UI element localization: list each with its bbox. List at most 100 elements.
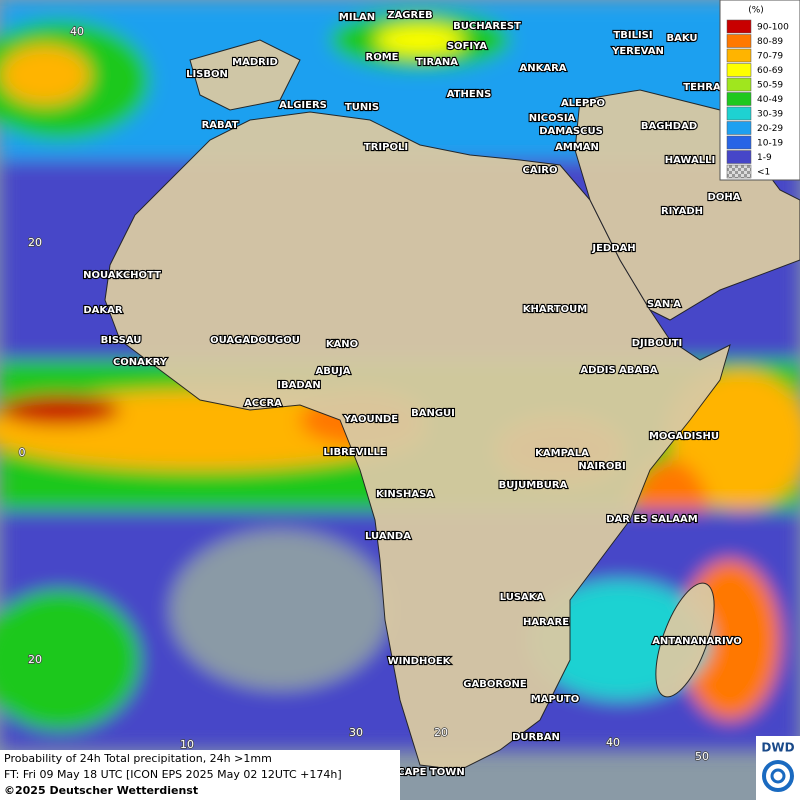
legend-unit: (%) (748, 6, 764, 16)
city-label: BUCHAREST (453, 21, 521, 32)
city-label: NICOSIA (529, 113, 576, 124)
city-label: DAKAR (83, 305, 123, 316)
legend-swatch (726, 164, 752, 179)
city-label: ALGIERS (279, 100, 327, 111)
city-label: HARARE (523, 617, 569, 628)
city-label: RIYADH (661, 206, 703, 217)
city-label: HAWALLI (665, 155, 715, 166)
city-label: YEREVAN (611, 46, 664, 57)
legend-label: 70-79 (757, 52, 783, 62)
legend: (%) 90-100 80-89 70-79 60-69 50-59 40-49 30-39… (719, 0, 800, 181)
legend-swatch (726, 121, 752, 135)
city-labels: MILAN ZAGREB BUCHAREST TBILISI BAKU MADRID ROM… (82, 9, 743, 779)
grid-label: 30 (349, 726, 363, 739)
logo: DWD (756, 736, 800, 800)
city-label: LUANDA (365, 531, 411, 542)
city-label: ANKARA (519, 63, 566, 74)
footer: Probability of 24h Total precipitation, … (0, 750, 400, 800)
city-label: LISBON (186, 69, 228, 80)
grid-label: 20 (434, 726, 448, 739)
city-label: BANGUI (411, 408, 455, 419)
legend-swatch (726, 135, 752, 150)
city-label: ABUJA (316, 366, 351, 377)
grid-label: 40 (606, 736, 620, 749)
logo-text: DWD (761, 741, 794, 755)
city-label: LIBREVILLE (323, 447, 386, 458)
city-label: DOHA (708, 192, 741, 203)
legend-label: <1 (757, 168, 770, 178)
legend-label: 90-100 (757, 23, 789, 33)
city-label: IBADAN (277, 380, 321, 391)
legend-label: 10-19 (757, 139, 783, 149)
city-label: GABORONE (463, 679, 527, 690)
city-label: AMMAN (555, 142, 599, 153)
city-label: KAMPALA (535, 448, 589, 459)
footer-line: FT: Fri 09 May 18 UTC [ICON EPS 2025 May… (4, 768, 342, 781)
legend-swatch (726, 19, 752, 34)
legend-swatch (726, 34, 752, 48)
city-label: ROME (366, 52, 399, 63)
city-label: KINSHASA (376, 489, 434, 500)
city-label: MADRID (232, 57, 278, 68)
city-label: NAIROBI (578, 461, 625, 472)
logo-icon (762, 760, 794, 792)
legend-swatch (726, 48, 752, 63)
city-label: JEDDAH (591, 243, 635, 254)
grid-labels: 40 20 0 20 10 20 30 40 50 (18, 24, 710, 764)
city-label: MILAN (339, 12, 375, 23)
city-label: ANTANANARIVO (652, 636, 742, 647)
city-label: SOFIYA (447, 41, 488, 52)
city-label: SAN'A (647, 299, 681, 310)
city-label: CAIRO (523, 165, 558, 176)
city-label: TIRANA (416, 57, 458, 68)
legend-swatch (726, 150, 752, 164)
city-label: BISSAU (101, 335, 142, 346)
legend-swatch (726, 92, 752, 106)
city-label: ALEPPO (561, 98, 605, 109)
grid-label: 20 (28, 236, 42, 249)
city-label: ACCRA (244, 398, 282, 409)
city-label: ADDIS ABABA (580, 365, 657, 376)
city-label: BUJUMBURA (499, 480, 568, 491)
city-label: DURBAN (512, 732, 560, 743)
legend-label: 80-89 (757, 37, 783, 47)
city-label: BAKU (666, 33, 697, 44)
city-label: KANO (326, 339, 358, 350)
logo-icon (770, 768, 786, 784)
city-label: MOGADISHU (649, 431, 719, 442)
city-label: KHARTOUM (523, 304, 588, 315)
city-label: DJIBOUTI (632, 338, 683, 349)
footer-box (0, 750, 400, 800)
grid-label: 20 (28, 653, 42, 666)
legend-label: 30-39 (757, 110, 783, 120)
legend-label: 50-59 (757, 81, 783, 91)
legend-label: 20-29 (757, 124, 783, 134)
city-label: LUSAKA (500, 592, 545, 603)
city-label: BAGHDAD (641, 121, 697, 132)
footer-line: ©2025 Deutscher Wetterdienst (4, 784, 198, 797)
grid-label: 40 (70, 25, 84, 38)
city-label: MAPUTO (531, 694, 579, 705)
city-label: TRIPOLI (364, 142, 408, 153)
footer-line: Probability of 24h Total precipitation, … (4, 752, 272, 765)
grid-label: 50 (695, 750, 709, 763)
city-label: RABAT (202, 120, 239, 131)
city-label: WINDHOEK (388, 656, 452, 667)
city-label: TEHRA (683, 82, 721, 93)
grid-label: 10 (180, 738, 194, 751)
city-label: ZAGREB (387, 10, 432, 21)
city-label: TUNIS (345, 102, 379, 113)
city-label: OUAGADOUGOU (210, 335, 300, 346)
city-label: TBILISI (613, 30, 652, 41)
legend-swatch (726, 63, 752, 77)
legend-label: 40-49 (757, 95, 783, 105)
city-label: DAMASCUS (539, 126, 603, 137)
city-label: YAOUNDE (343, 414, 398, 425)
legend-label: 60-69 (757, 66, 783, 76)
city-label: CONAKRY (113, 357, 168, 368)
legend-swatch (726, 77, 752, 92)
city-label: CAPE TOWN (397, 767, 464, 778)
city-label: NOUAKCHOTT (83, 270, 161, 281)
city-label: DAR ES SALAAM (606, 514, 698, 525)
